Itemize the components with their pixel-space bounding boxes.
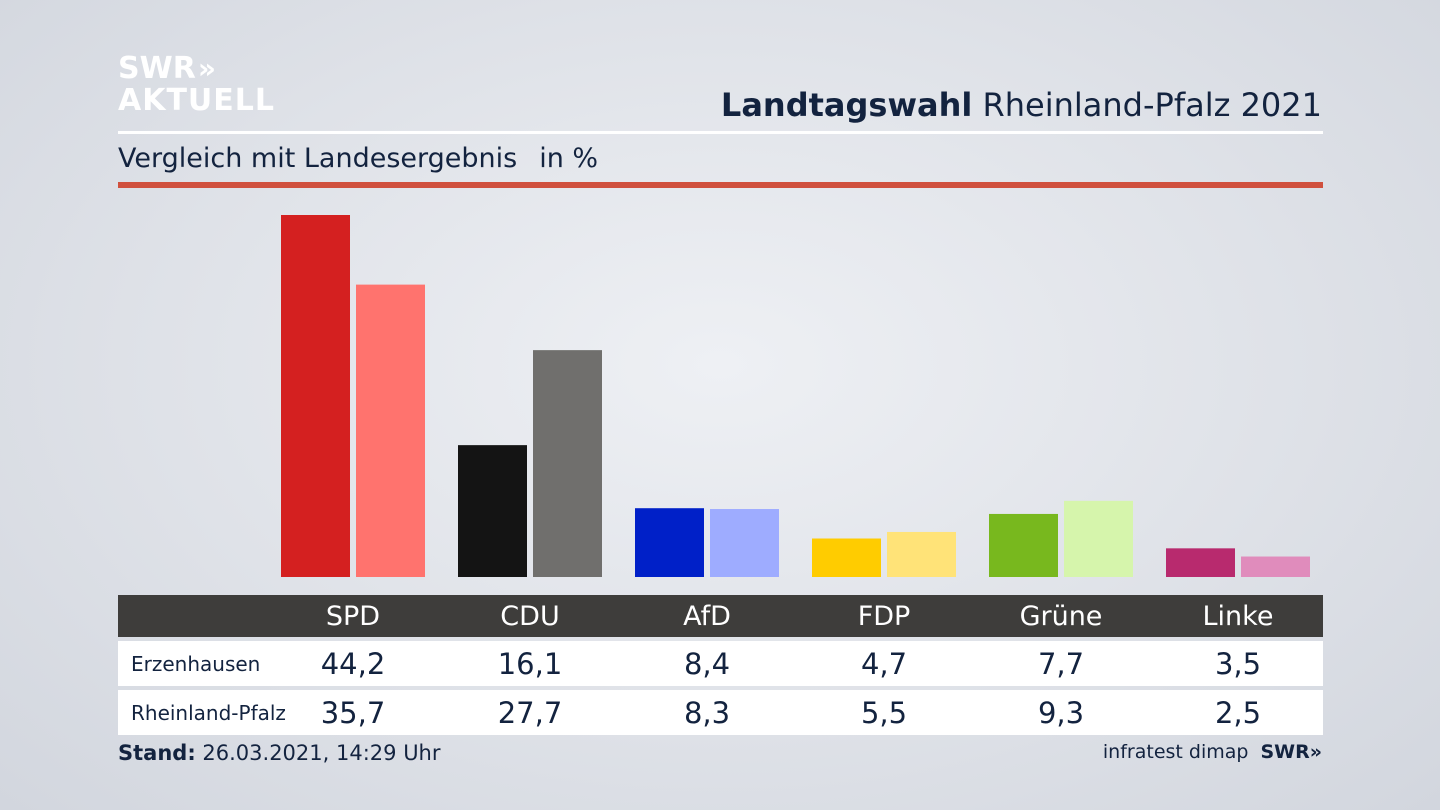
column-header-fdp: FDP [857,600,911,632]
title-bold: Landtagswahl [720,86,973,124]
logo-swr: SWR [118,51,196,86]
value-cell: 8,4 [683,646,731,681]
column-header-cdu: CDU [500,600,560,632]
value-cell: 16,1 [497,646,563,681]
row-label: Rheinland-Pfalz [131,700,286,725]
logo-aktuell: AKTUELL [118,83,276,118]
bar-linke-local [1166,548,1235,577]
value-cell: 4,7 [860,646,908,681]
bar-spd-local [281,215,350,577]
value-cell: 2,5 [1214,695,1262,730]
row-label: Erzenhausen [131,651,261,676]
bar-fdp-local [812,538,881,577]
swr-brand-icon: SWR» [1260,741,1322,763]
value-cell: 9,3 [1037,695,1085,730]
chart-subtitle: Vergleich mit Landesergebnis in % [118,143,598,174]
table-header-row: SPD CDU AfD FDP Grüne Linke [118,595,1323,637]
bar-afd-local [635,508,704,577]
bar-afd-state [710,509,779,577]
header-divider [118,131,1323,134]
column-header-afd: AfD [683,600,731,632]
bar-grne-state [1064,500,1133,577]
page-title: Landtagswahl Rheinland-Pfalz 2021 [721,86,1322,124]
bar-linke-state [1241,556,1310,577]
results-table: SPD CDU AfD FDP Grüne Linke Erzenhausen 44,2 1… [118,595,1323,735]
table-row-rheinland-pfalz: Rheinland-Pfalz 35,7 27,7 8,3 5,5 9,3 2,5 [118,690,1323,735]
column-header-grne: Grüne [1019,600,1103,632]
value-cell: 44,2 [320,646,386,681]
value-cell: 3,5 [1214,646,1262,681]
subtitle-divider [118,182,1323,188]
subtitle-unit: in % [539,143,599,174]
subtitle-text: Vergleich mit Landesergebnis [118,143,518,174]
footer-timestamp: Stand: 26.03.2021, 14:29 Uhr [118,741,441,765]
bar-grne-local [989,513,1058,577]
value-cell: 8,3 [683,695,731,730]
table-row-erzenhausen: Erzenhausen 44,2 16,1 8,4 4,7 7,7 3,5 [118,641,1323,686]
value-cell: 35,7 [320,695,386,730]
title-rest: Rheinland-Pfalz 2021 [982,86,1322,124]
bar-spd-state [356,284,425,577]
stand-value: 26.03.2021, 14:29 Uhr [202,741,441,765]
value-cell: 5,5 [860,695,908,730]
stand-label: Stand: [118,741,196,765]
column-header-linke: Linke [1202,600,1274,632]
value-cell: 7,7 [1037,646,1085,681]
bar-cdu-state [533,350,602,577]
swr-aktuell-logo: SWR» AKTUELL [118,54,275,116]
source-text: infratest dimap [1102,741,1249,763]
value-cell: 27,7 [497,695,563,730]
column-header-spd: SPD [325,600,381,632]
bar-cdu-local [458,445,527,577]
bar-fdp-state [887,531,956,577]
footer-source: infratest dimap SWR» [1103,741,1322,763]
